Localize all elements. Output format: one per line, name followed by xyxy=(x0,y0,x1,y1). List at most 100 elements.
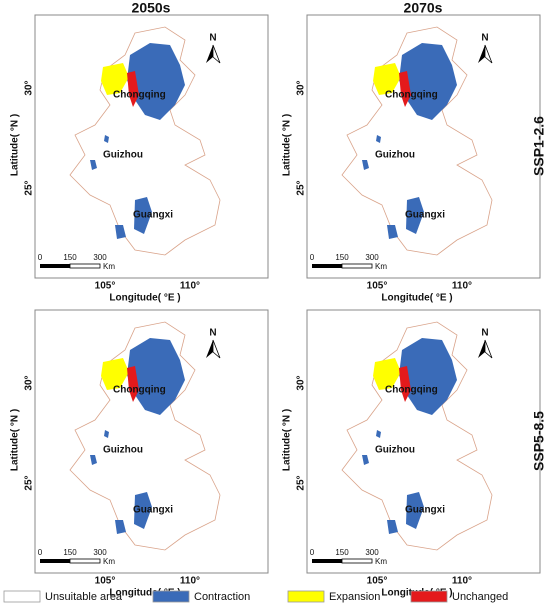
panel-frame xyxy=(34,309,269,574)
contraction-area xyxy=(134,492,152,529)
x-tick-label: 110° xyxy=(180,281,200,292)
legend-label: Unsuitable area xyxy=(45,591,123,603)
unchanged-area xyxy=(399,366,411,402)
legend-swatch xyxy=(287,590,325,603)
y-tick-label: 30° xyxy=(296,375,307,390)
region-label: Guizhou xyxy=(375,445,415,456)
scale-bar xyxy=(341,263,373,269)
scale-label: 0 xyxy=(310,548,315,557)
y-tick-label: 25° xyxy=(296,475,307,490)
column-title: 2050s xyxy=(132,0,171,16)
boundary xyxy=(69,26,221,256)
x-tick-label: 110° xyxy=(452,281,472,292)
north-label: N xyxy=(209,33,216,44)
north-arrow xyxy=(484,339,493,359)
legend-swatch xyxy=(3,590,41,603)
contraction-area xyxy=(399,43,457,120)
contraction-area xyxy=(376,430,381,438)
region-label: Chongqing xyxy=(113,90,166,101)
scale-label: 300 xyxy=(93,548,107,557)
unchanged-area xyxy=(127,366,139,402)
y-tick-label: 25° xyxy=(24,180,35,195)
y-axis-label: Latitude( °N ) xyxy=(10,409,21,471)
region-label: Guangxi xyxy=(133,210,173,221)
y-tick-label: 25° xyxy=(24,475,35,490)
panel-frame xyxy=(306,309,541,574)
scale-unit: Km xyxy=(103,557,115,566)
north-label: N xyxy=(481,33,488,44)
scale-bar xyxy=(69,263,101,269)
contraction-area xyxy=(115,225,126,239)
contraction-area xyxy=(406,492,424,529)
region-label: Guangxi xyxy=(405,505,445,516)
x-tick-label: 105° xyxy=(367,576,388,587)
region-label: Chongqing xyxy=(385,90,438,101)
scale-label: 300 xyxy=(365,253,379,262)
north-arrow xyxy=(206,45,213,63)
panel-frame xyxy=(34,14,269,279)
region-label: Guizhou xyxy=(375,150,415,161)
region-label: Guangxi xyxy=(405,210,445,221)
region-label: Guizhou xyxy=(103,150,143,161)
region-label: Guangxi xyxy=(133,505,173,516)
contraction-area xyxy=(134,197,152,234)
x-axis-label: Longitude( °E ) xyxy=(109,588,180,599)
x-axis-label: Longitude( °E ) xyxy=(381,293,452,304)
scale-label: 300 xyxy=(365,548,379,557)
contraction-area xyxy=(127,43,185,120)
panel-frame xyxy=(306,14,541,279)
y-axis-label: Latitude( °N ) xyxy=(282,409,293,471)
contraction-area xyxy=(104,135,109,143)
x-axis-label: Longitude( °E ) xyxy=(109,293,180,304)
y-axis-label: Latitude( °N ) xyxy=(282,114,293,176)
region-label: Guizhou xyxy=(103,445,143,456)
north-arrow xyxy=(212,44,221,64)
scale-label: 300 xyxy=(93,253,107,262)
legend-label: Contraction xyxy=(194,591,250,603)
expansion-area xyxy=(101,358,129,390)
row-label: SSP1-2.6 xyxy=(531,116,547,176)
scale-unit: Km xyxy=(375,557,387,566)
scale-label: 0 xyxy=(38,253,43,262)
x-tick-label: 105° xyxy=(95,281,116,292)
scale-bar xyxy=(40,559,70,563)
north-label: N xyxy=(481,328,488,339)
legend-label: Expansion xyxy=(329,591,380,603)
contraction-area xyxy=(104,430,109,438)
x-tick-label: 105° xyxy=(95,576,116,587)
north-label: N xyxy=(209,328,216,339)
north-arrow xyxy=(484,44,493,64)
contraction-area xyxy=(376,135,381,143)
contraction-area xyxy=(115,520,126,534)
north-arrow xyxy=(206,340,213,358)
region-label: Chongqing xyxy=(113,385,166,396)
boundary xyxy=(341,321,493,551)
scale-label: 150 xyxy=(335,548,349,557)
scale-label: 150 xyxy=(63,253,77,262)
north-arrow xyxy=(478,45,485,63)
scale-label: 0 xyxy=(38,548,43,557)
contraction-area xyxy=(362,455,369,465)
contraction-area xyxy=(399,338,457,415)
y-tick-label: 30° xyxy=(24,375,35,390)
contraction-area xyxy=(362,160,369,170)
row-label: SSP5-8.5 xyxy=(531,411,547,471)
x-tick-label: 105° xyxy=(367,281,388,292)
scale-unit: Km xyxy=(375,262,387,271)
scale-bar xyxy=(69,558,101,564)
legend-swatch xyxy=(410,590,448,603)
expansion-area xyxy=(373,358,401,390)
contraction-area xyxy=(406,197,424,234)
north-arrow xyxy=(478,340,485,358)
scale-unit: Km xyxy=(103,262,115,271)
y-tick-label: 30° xyxy=(296,80,307,95)
region-label: Chongqing xyxy=(385,385,438,396)
scale-bar xyxy=(312,264,342,268)
unchanged-area xyxy=(399,71,411,107)
x-tick-label: 110° xyxy=(452,576,472,587)
